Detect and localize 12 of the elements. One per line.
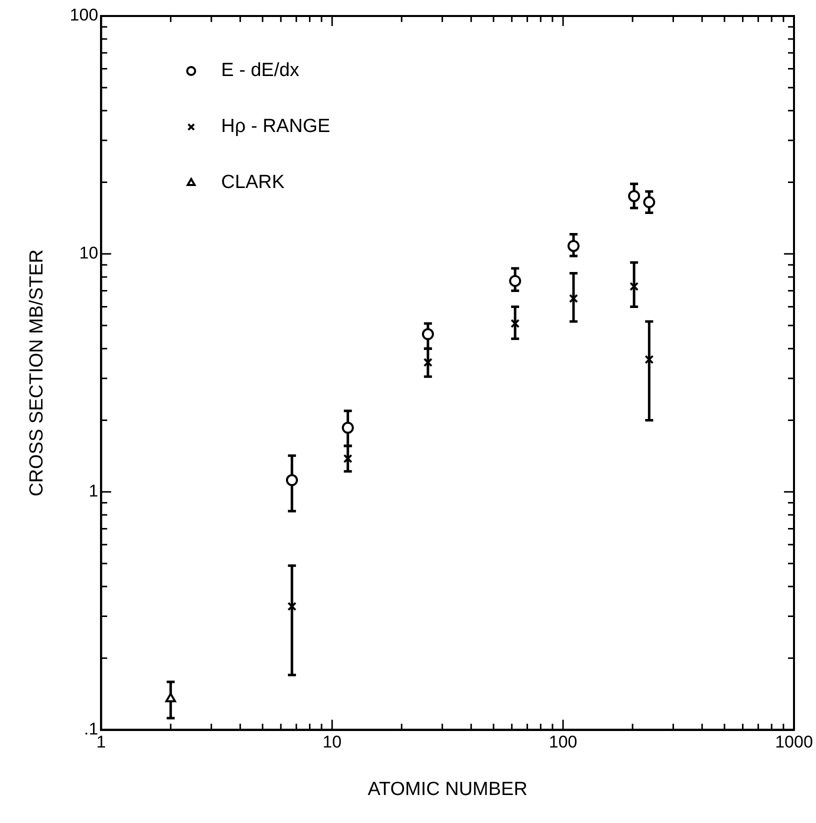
x-axis-title: ATOMIC NUMBER (368, 778, 528, 800)
y-tick-label: .1 (84, 719, 98, 738)
y-axis-title: CROSS SECTION MB/STER (26, 249, 48, 496)
y-tick-label: 100 (70, 6, 98, 25)
legend-label: E - dE/dx (221, 60, 300, 82)
x-tick-label: 1000 (775, 732, 813, 752)
y-tick-label: 10 (79, 244, 98, 263)
legend-label: Hρ - RANGE (221, 116, 330, 138)
x-tick-label: 10 (322, 732, 342, 752)
x-tick-label: 100 (548, 732, 578, 752)
y-tick-label: 1 (88, 482, 98, 501)
legend-label: CLARK (221, 172, 285, 194)
